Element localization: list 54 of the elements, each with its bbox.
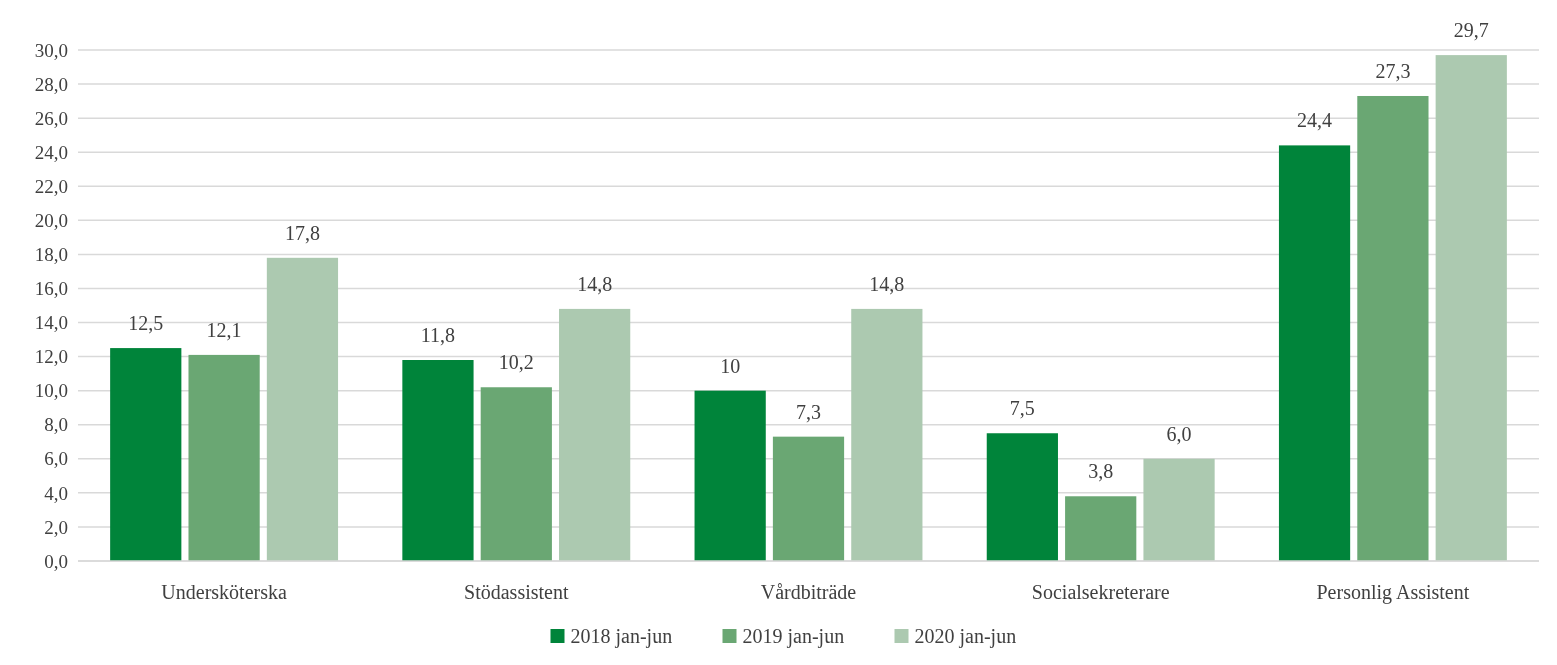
bar — [402, 360, 474, 561]
data-label: 14,8 — [869, 272, 905, 295]
bar — [851, 308, 923, 561]
y-tick-label: 2,0 — [44, 516, 68, 538]
bar — [188, 354, 260, 561]
y-tick-label: 30,0 — [34, 39, 68, 61]
y-tick-label: 12,0 — [34, 346, 68, 368]
data-label: 7,3 — [796, 400, 821, 423]
data-label: 11,8 — [420, 324, 456, 347]
y-tick-label: 6,0 — [44, 448, 68, 470]
x-tick-label: Socialsekreterare — [1031, 581, 1170, 603]
data-label: 7,5 — [1009, 397, 1035, 420]
data-label: 14,8 — [577, 272, 613, 295]
y-tick-label: 20,0 — [34, 209, 68, 231]
data-label: 3,8 — [1088, 460, 1114, 483]
legend-label: 2019 jan-jun — [742, 625, 845, 648]
bar — [1278, 145, 1351, 561]
bar — [480, 387, 552, 561]
x-tick-label: Stödassistent — [464, 581, 569, 603]
bar — [266, 257, 339, 561]
bar — [110, 348, 182, 561]
y-tick-label: 22,0 — [34, 175, 68, 197]
data-label: 12,1 — [206, 318, 242, 341]
legend-label: 2020 jan-jun — [914, 625, 1017, 648]
bar — [986, 433, 1058, 561]
data-label: 6,0 — [1166, 422, 1192, 445]
y-tick-label: 26,0 — [34, 107, 68, 129]
data-label: 27,3 — [1375, 59, 1411, 82]
y-tick-label: 28,0 — [34, 73, 68, 95]
data-label: 24,4 — [1297, 109, 1333, 132]
y-tick-label: 16,0 — [34, 278, 68, 300]
bar — [1065, 496, 1137, 561]
data-label: 29,7 — [1453, 19, 1489, 42]
x-tick-label: Vårdbiträde — [760, 581, 857, 603]
bar — [559, 308, 631, 561]
bar — [772, 436, 845, 561]
y-tick-label: 14,0 — [34, 312, 68, 334]
y-tick-label: 24,0 — [34, 141, 68, 163]
legend-label: 2018 jan-jun — [570, 625, 673, 648]
y-tick-label: 8,0 — [44, 414, 68, 436]
x-tick-label: Undersköterska — [161, 581, 287, 603]
y-tick-label: 10,0 — [34, 380, 68, 402]
y-tick-label: 18,0 — [34, 244, 68, 266]
y-tick-label: 0,0 — [44, 550, 68, 572]
bar — [1357, 95, 1429, 561]
data-label: 10 — [720, 354, 741, 377]
x-tick-label: Personlig Assistent — [1316, 581, 1470, 604]
y-tick-label: 4,0 — [44, 482, 68, 504]
data-label: 12,5 — [128, 312, 164, 335]
bar — [694, 390, 766, 561]
data-label: 17,8 — [284, 221, 320, 244]
data-label: 10,2 — [498, 351, 534, 374]
bar — [1435, 55, 1507, 561]
bar — [1143, 458, 1215, 561]
